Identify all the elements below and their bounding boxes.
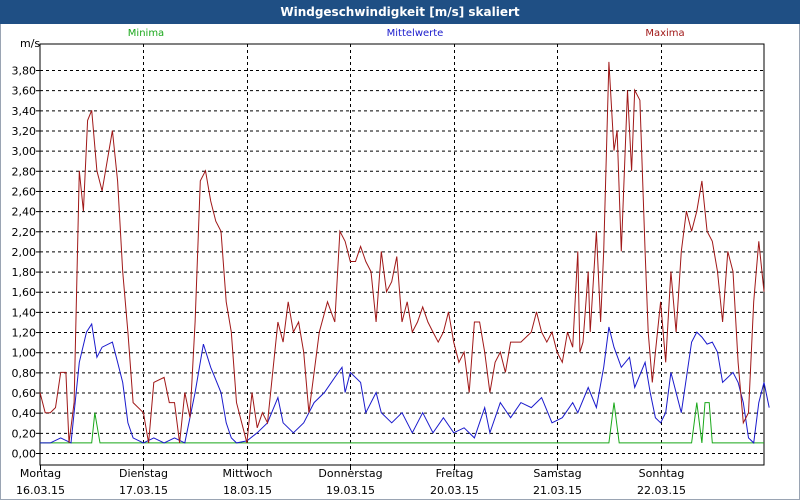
x-tick-date-label: 17.03.15	[119, 484, 168, 497]
y-tick-label: 2,60	[12, 185, 37, 198]
y-tick-label: 3,20	[12, 125, 37, 138]
series-line-maxima	[39, 61, 765, 444]
y-tick-label: 1,60	[12, 286, 37, 299]
y-tick-label: 0,60	[12, 387, 37, 400]
x-tick-date-label: 19.03.15	[326, 484, 375, 497]
y-tick-label: 3,80	[12, 65, 37, 78]
y-axis-label: m/s	[20, 37, 40, 50]
series-line-mittelwerte	[40, 322, 770, 444]
plot-border	[39, 43, 765, 466]
grid-layer	[36, 43, 765, 470]
series-line-minima	[40, 402, 764, 444]
x-tick-date-label: 16.03.15	[16, 484, 65, 497]
y-tick-label: 3,40	[12, 105, 37, 118]
x-tick-day-label: Montag	[20, 467, 61, 480]
wind-speed-chart: 0,00 0,20 0,40 0,60 0,80 1,00 1,20 1,40 1,60 1,80…	[12, 28, 770, 497]
x-tick-day-label: Mittwoch	[223, 467, 273, 480]
y-tick-label: 2,80	[12, 165, 37, 178]
legend-mittelwerte: Mittelwerte	[387, 28, 444, 39]
x-tick-date-label: 21.03.15	[533, 484, 582, 497]
x-tick-day-label: Sonntag	[639, 467, 685, 480]
y-tick-label: 0,40	[12, 407, 37, 420]
x-tick-date-label: 22.03.15	[637, 484, 686, 497]
y-tick-label: 0,20	[12, 427, 37, 440]
x-tick-day-label: Dienstag	[119, 467, 168, 480]
tick-labels: 0,00 0,20 0,40 0,60 0,80 1,00 1,20 1,40 1,60 1,80…	[12, 37, 686, 497]
legend: Minima Mittelwerte Maxima	[128, 28, 685, 39]
legend-minima: Minima	[128, 28, 164, 39]
x-tick-date-label: 18.03.15	[223, 484, 272, 497]
y-tick-label: 2,20	[12, 226, 37, 239]
x-tick-day-label: Freitag	[436, 467, 474, 480]
y-tick-label: 3,60	[12, 85, 37, 98]
y-tick-label: 3,00	[12, 145, 37, 158]
y-tick-label: 1,80	[12, 266, 37, 279]
y-tick-label: 2,00	[12, 246, 37, 259]
legend-maxima: Maxima	[645, 28, 684, 39]
y-tick-label: 2,40	[12, 206, 37, 219]
y-tick-label: 1,00	[12, 347, 37, 360]
y-tick-label: 1,20	[12, 327, 37, 340]
x-tick-day-label: Samstag	[533, 467, 581, 480]
series-layer	[39, 61, 770, 444]
x-tick-day-label: Donnerstag	[318, 467, 382, 480]
chart-title: Windgeschwindigkeit [m/s] skaliert	[0, 0, 800, 24]
y-tick-label: 0,80	[12, 367, 37, 380]
x-tick-date-label: 20.03.15	[430, 484, 479, 497]
y-tick-label: 0,00	[12, 448, 37, 461]
y-tick-label: 1,40	[12, 306, 37, 319]
